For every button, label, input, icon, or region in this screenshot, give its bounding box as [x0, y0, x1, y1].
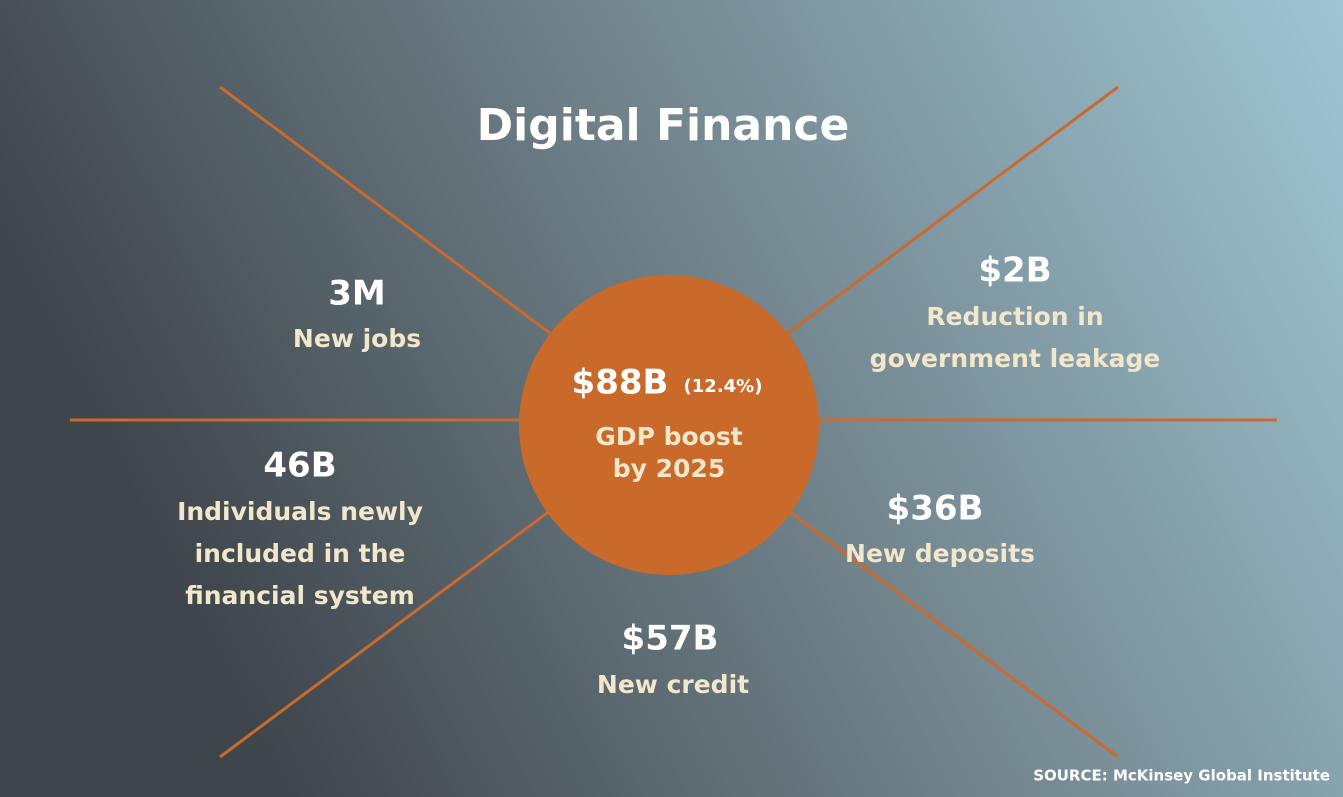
item-label: Individuals newly: [177, 497, 423, 526]
item-label: New credit: [597, 670, 749, 699]
item-label: New jobs: [293, 324, 421, 353]
item-value: $57B: [622, 619, 719, 659]
item-label: government leakage: [870, 344, 1161, 373]
item-value: 3M: [328, 274, 386, 314]
item-value: $36B: [887, 489, 984, 529]
item-label: Reduction in: [926, 302, 1103, 331]
item-label: included in the: [195, 539, 406, 568]
item-label: financial system: [185, 581, 415, 610]
source: SOURCE: McKinsey Global Institute: [1033, 767, 1330, 785]
item-value: 46B: [263, 446, 336, 486]
item-value: $2B: [978, 251, 1051, 291]
center-label: GDP boost: [595, 422, 742, 451]
center-note: (12.4%): [684, 376, 763, 397]
center-circle: [519, 275, 819, 575]
center-value: $88B: [572, 363, 669, 403]
center-label: by 2025: [613, 454, 725, 483]
title: Digital Finance: [477, 100, 850, 151]
item-label: New deposits: [845, 539, 1035, 568]
